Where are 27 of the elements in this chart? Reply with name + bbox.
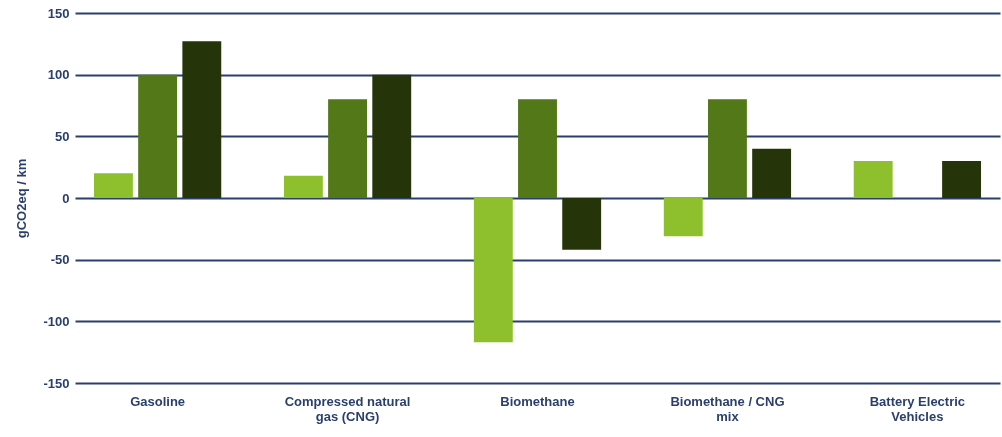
x-tick-label: Compressed natural gas (CNG) [284, 393, 411, 424]
bar [283, 175, 323, 198]
y-tick-label: 50 [55, 128, 70, 144]
bar [328, 99, 367, 198]
bar [752, 148, 792, 198]
bar [708, 99, 747, 198]
bar [93, 173, 133, 198]
x-tick-label: Biomethane / CNG mix [670, 393, 785, 424]
y-axis-title: gCO2eq / km [14, 158, 30, 239]
bar [518, 99, 557, 198]
y-tick-label: -100 [43, 313, 70, 329]
x-tick-label: Battery Electric Vehicles [869, 393, 966, 424]
x-tick-label: Gasoline [130, 393, 186, 409]
x-tick-label: Biomethane [500, 393, 575, 409]
y-tick-label: 100 [47, 67, 70, 83]
y-tick-label: -50 [50, 252, 70, 268]
bar [473, 198, 513, 343]
bar [942, 161, 982, 198]
bar [372, 74, 412, 198]
bar [138, 74, 178, 198]
bar [182, 41, 222, 198]
bar [663, 198, 703, 237]
y-tick-label: -150 [43, 375, 70, 391]
y-tick-label: 150 [47, 5, 70, 21]
bar [853, 161, 893, 198]
y-tick-label: 0 [62, 190, 70, 206]
bar [562, 198, 602, 250]
